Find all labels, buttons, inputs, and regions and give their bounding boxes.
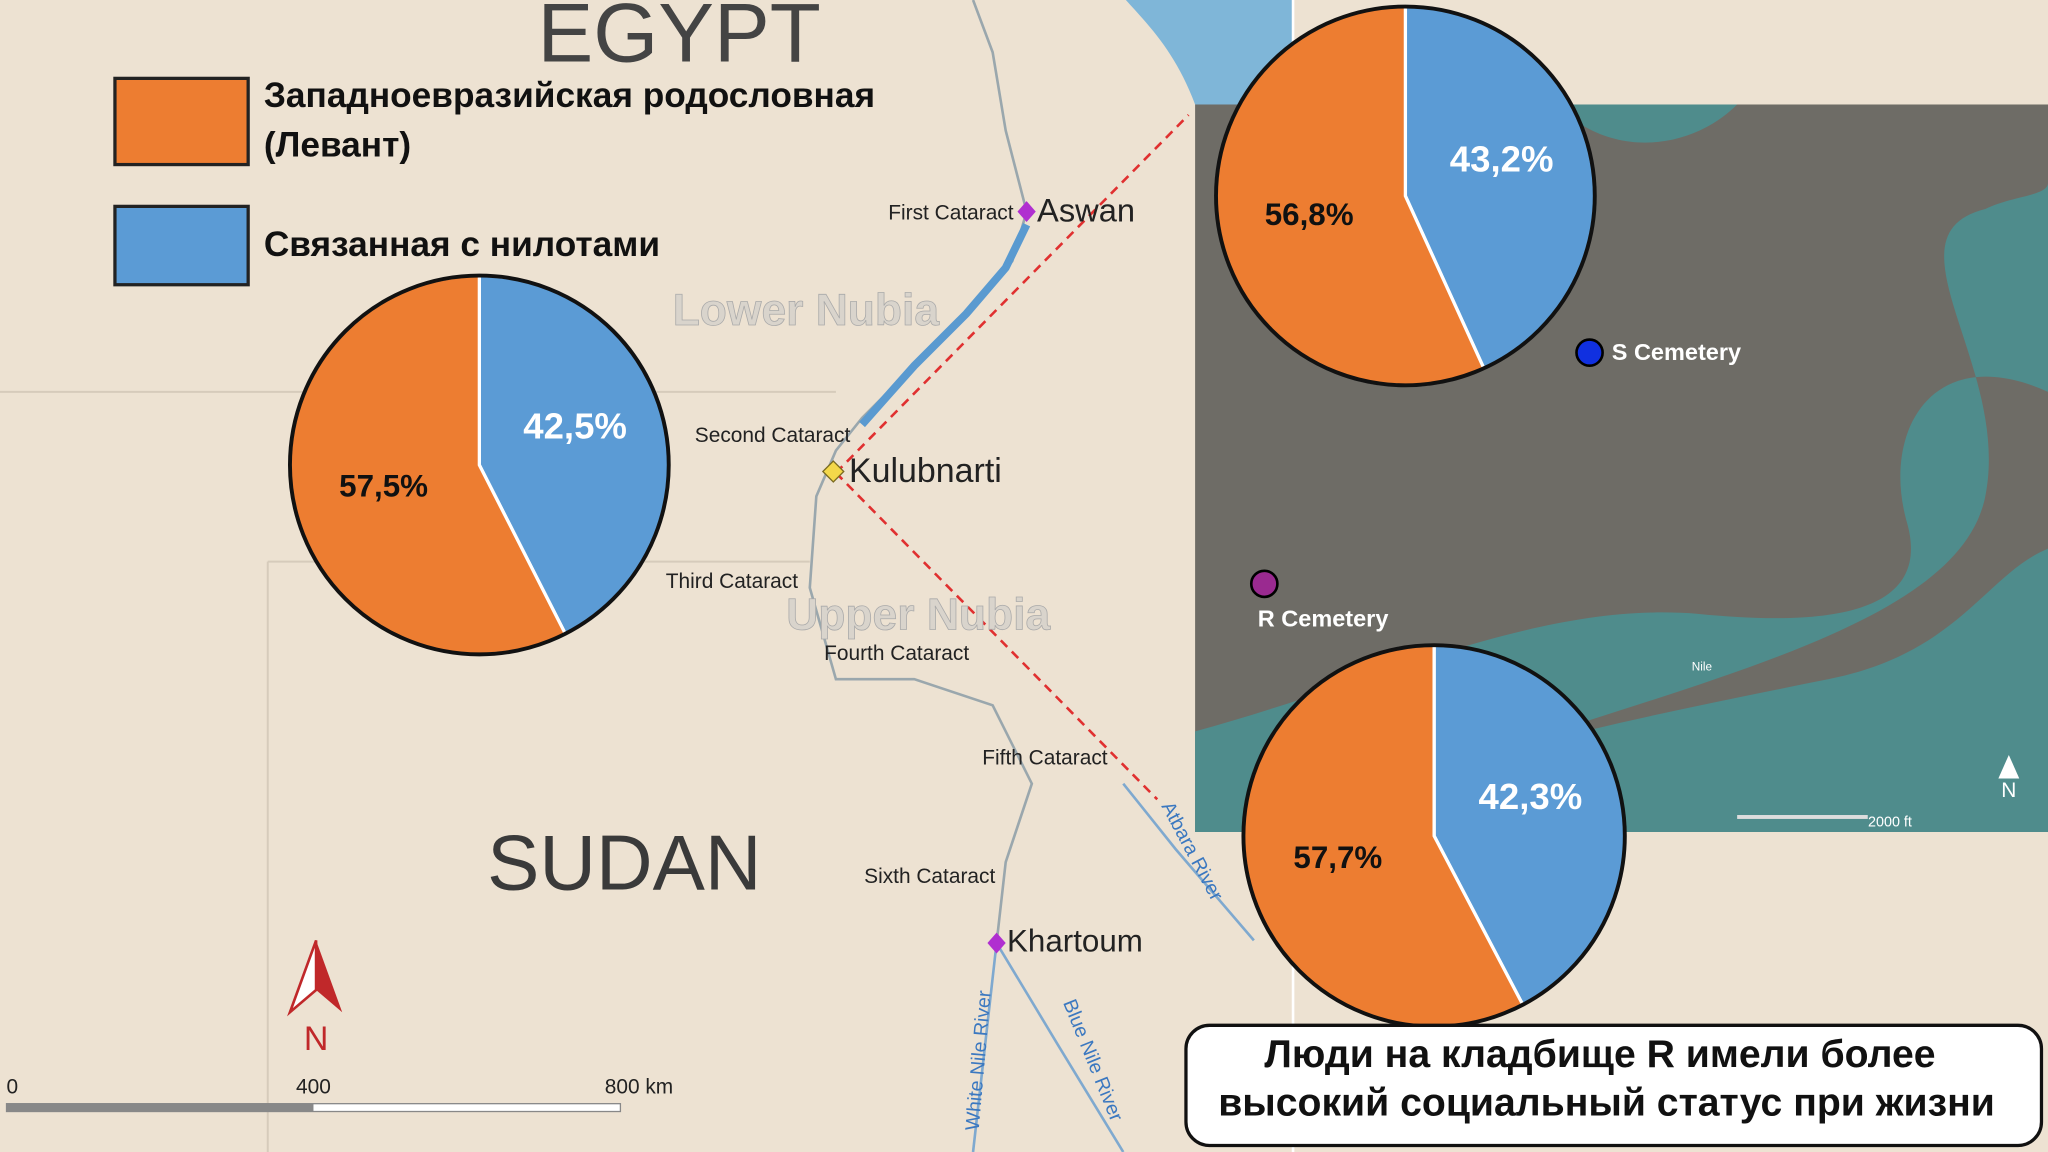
kulubnarti-marker	[821, 460, 845, 483]
white-nile	[971, 942, 998, 1152]
satellite-label: 2000 ft	[1868, 815, 1912, 831]
value-label: 42,5%	[523, 406, 627, 447]
legend-label: Связанная с нилотами	[263, 224, 661, 264]
value-label: 56,8%	[1265, 197, 1354, 232]
map-label: First Cataract	[888, 202, 1013, 225]
map-label: Upper Nubia	[786, 591, 1050, 640]
red-sea	[1125, 0, 1294, 105]
map-label: Sixth Cataract	[864, 865, 995, 888]
value-label: 57,5%	[339, 468, 428, 503]
legend-label-box: Западноевразийская родословная (Левант)	[263, 75, 876, 165]
satellite-north-arrow	[1998, 754, 2020, 779]
satellite-label: Nile	[1692, 661, 1713, 674]
map-label: SUDAN	[487, 818, 761, 906]
map-label: N	[304, 1020, 329, 1058]
map-label: Second Cataract	[695, 424, 851, 447]
blue-nile	[995, 942, 1125, 1152]
value-label: 42,3%	[1479, 776, 1583, 817]
pie-chart: 42,3% 57,7%	[1241, 643, 1627, 1029]
pie-chart: 42,5% 57,5%	[288, 273, 671, 657]
legend-label: Западноевразийская родословная (Левант)	[263, 75, 876, 165]
pie-outline	[1214, 4, 1597, 388]
scale-label: 0	[7, 1076, 19, 1099]
satellite-label: N	[2001, 779, 2016, 802]
satellite-label: R Cemetery	[1258, 606, 1389, 632]
value-label: 43,2%	[1450, 139, 1554, 180]
satellite-scale-bar	[1737, 815, 1868, 819]
nile-river	[808, 0, 1034, 944]
lake-nasser	[859, 222, 1031, 428]
map-label: Khartoum	[1007, 923, 1143, 958]
pies: 42,5% 57,5% 43,2% 56,8% 42,3% 57,7%	[288, 4, 1627, 1029]
scale-bar	[5, 1103, 622, 1113]
map-label: EGYPT	[538, 0, 821, 79]
scale-bar-fill	[6, 1103, 314, 1112]
map-label: Third Cataract	[666, 570, 798, 593]
r-cemetery-marker	[1249, 569, 1279, 599]
connector-line	[834, 114, 1190, 474]
map-label: Fifth Cataract	[982, 746, 1107, 769]
legend: Западноевразийская родословная (Левант) С…	[113, 75, 876, 287]
atbara	[1122, 782, 1255, 942]
s-cemetery-marker	[1575, 338, 1604, 368]
north-arrow-right	[316, 940, 343, 1013]
scale-label: 400	[296, 1076, 331, 1099]
note-line: высокий социальный статус при жизни	[1218, 1081, 1995, 1124]
note-box	[1184, 1023, 2044, 1148]
khartoum-marker	[987, 932, 1006, 954]
map-label: Aswan	[1037, 192, 1135, 229]
value-label: 57,7%	[1293, 840, 1382, 875]
legend-swatch	[113, 76, 250, 167]
connector-line	[834, 471, 1159, 801]
pie-outline	[288, 273, 671, 657]
note-line: Люди на кладбище R имели более	[1264, 1033, 1935, 1076]
pie-chart: 43,2% 56,8%	[1214, 4, 1597, 388]
scale-label: 800 km	[605, 1076, 673, 1099]
map-label: Fourth Cataract	[824, 642, 969, 665]
map-label: Kulubnarti	[849, 452, 1002, 490]
legend-swatch	[113, 204, 250, 287]
labels: EGYPT SUDAN Lower Nubia Upper Nubia First Ca…	[7, 0, 2017, 1131]
map-label: Lower Nubia	[673, 286, 940, 335]
legend-label-box: Связанная с нилотами	[263, 224, 661, 264]
satellite-label: S Cemetery	[1612, 339, 1741, 365]
